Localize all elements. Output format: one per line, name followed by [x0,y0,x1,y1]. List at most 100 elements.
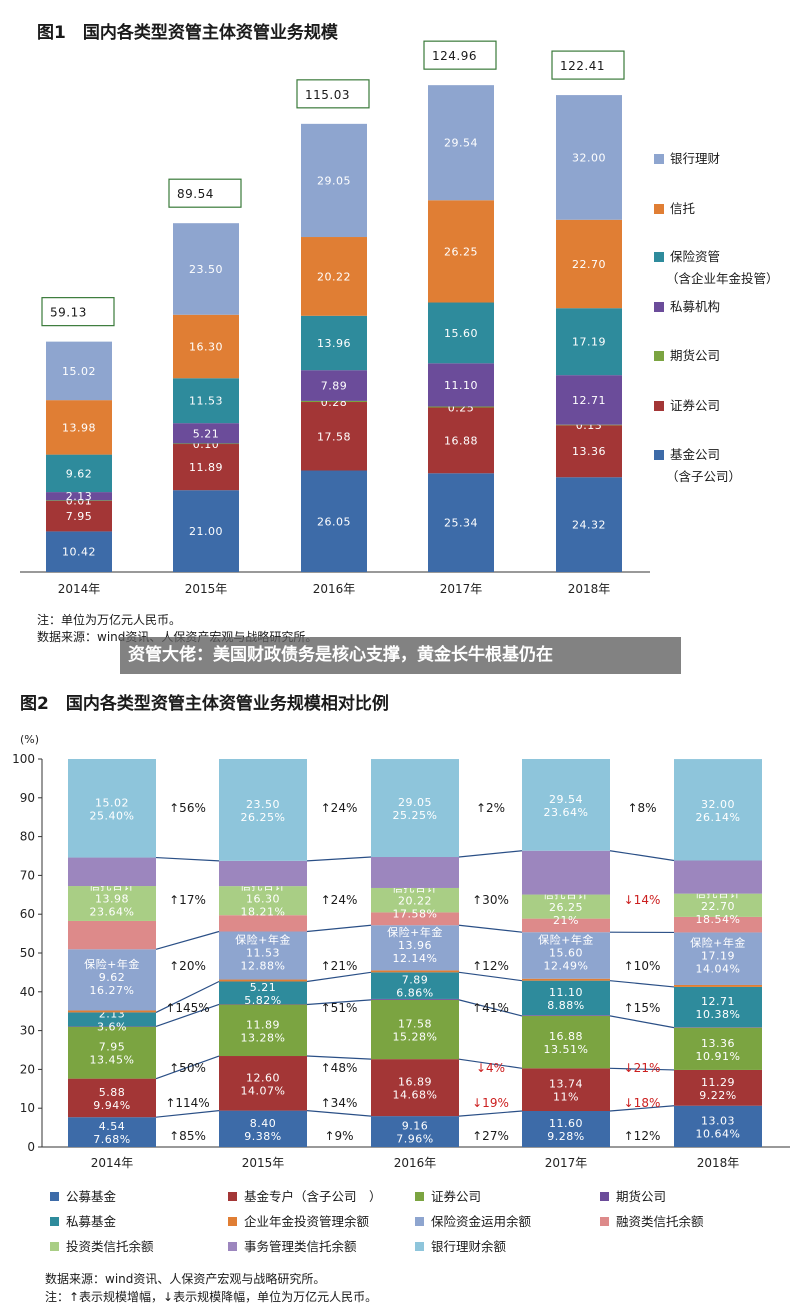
change-label: ↑114% [165,1096,209,1110]
bar-segment [46,500,112,532]
bar-segment [674,1027,762,1070]
segment-pct: 13.51% [544,1043,589,1056]
bar-segment [301,400,367,403]
segment-label: 7.89 [402,974,429,987]
bar-segment [68,1026,156,1079]
segment-pct: 14.68% [393,1089,438,1102]
connector-line [458,1110,523,1117]
bar-segment [301,402,367,471]
segment-label: 23.50 [246,798,280,811]
bar-segment [522,932,610,979]
bar-segment [556,425,622,478]
change-label: ↑10% [624,959,661,973]
segment-pct: 23.64% [544,806,589,819]
connector-line [609,1015,675,1029]
segment-label: 7.95 [66,510,93,523]
segment-label: 16.88 [444,434,478,447]
segment-group-label: 保险+年金 [235,933,291,947]
bar-segment [46,492,112,501]
legend-swatch [654,401,664,411]
segment-label: 5.21 [250,981,277,994]
change-label: ↑41% [472,1001,509,1015]
connector-line [306,999,372,1006]
bar-segment [173,443,239,445]
bar-segment [301,370,367,401]
legend-label: 事务管理类信托余额 [244,1239,357,1254]
chart-1-title: 图1 国内各类型资管主体资管业务规模 [37,22,339,43]
bar-segment [371,970,459,973]
bar-segment [219,1056,307,1111]
segment-label: 15.60 [444,327,478,340]
bar-segment [219,931,307,980]
bar-segment [522,894,610,919]
segment-pct: 23.64% [90,906,135,919]
segment-label: 7.95 [99,1041,126,1054]
segment-label: 32.00 [701,798,735,811]
bar-segment [301,237,367,316]
segment-label: 29.54 [549,793,583,806]
legend-label: 银行理财 [670,151,720,166]
segment-pct: 9.28% [547,1130,584,1143]
change-label: ↓18% [624,1096,661,1110]
legend-label: 企业年金投资管理余额 [244,1214,370,1229]
segment-label: 17.19 [701,950,735,963]
x-tick-label: 2017年 [440,582,483,596]
bar-segment [674,916,762,933]
total-label: 124.96 [432,49,477,63]
connector-line [306,971,372,983]
change-label: ↑30% [472,893,509,907]
change-label: ↑24% [321,893,358,907]
segment-label: 12.60 [246,1071,280,1084]
segment-label: 20.22 [317,270,351,283]
bar-segment [556,308,622,376]
segment-label: 9.62 [99,971,126,984]
segment-pct: 10.64% [696,1127,741,1140]
bar-segment [68,1026,156,1027]
bar-segment [173,314,239,379]
y-tick-label: 70 [20,868,35,882]
connector-line [458,999,523,1017]
connector-line [155,1003,220,1028]
segment-pct: 11% [553,1091,579,1104]
change-label: ↓19% [472,1096,509,1110]
bar-segment [173,490,239,572]
bar-segment [371,972,459,999]
y-tick-label: 10 [20,1101,35,1115]
legend-swatch [228,1217,237,1226]
segment-pct: 8.88% [547,999,584,1012]
connector-line [306,1110,372,1117]
segment-pct: 18.21% [241,906,286,919]
bar-segment [522,850,610,895]
change-label: ↑17% [169,893,206,907]
connector-line [155,1110,220,1118]
bar-segment [219,1004,307,1057]
bar-segment [522,1110,610,1147]
legend-swatch [654,450,664,460]
segment-label: 13.74 [549,1078,583,1091]
change-label: ↑20% [169,959,206,973]
segment-pct: 12.88% [241,960,286,973]
news-banner[interactable]: 资管大佬：美国财政债务是核心支撑，黄金长牛根基仍在 [120,637,681,674]
bar-segment [522,1015,610,1069]
bar-segment [173,223,239,315]
segment-label: 15.02 [62,365,96,378]
legend-swatch [228,1242,237,1251]
note-unit: 注：单位为万亿元人民币。 [37,612,181,627]
bar-segment [46,400,112,455]
y-tick-label: 100 [12,752,35,766]
change-label: ↑145% [165,1001,209,1015]
segment-label: 17.58 [317,430,351,443]
segment-pct: 6.86% [396,987,433,1000]
legend-swatch [654,252,664,262]
legend-label: 银行理财余额 [431,1239,507,1254]
bar-segment [556,95,622,220]
segment-pct: 13.45% [90,1054,135,1067]
bar-segment [371,925,459,971]
bar-segment [674,932,762,985]
segment-label: 25.34 [444,517,478,530]
bar-segment [219,979,307,982]
connector-line [306,1055,372,1060]
bar-segment [428,407,494,474]
segment-pct: 21% [553,914,579,927]
bar-segment [371,999,459,1060]
